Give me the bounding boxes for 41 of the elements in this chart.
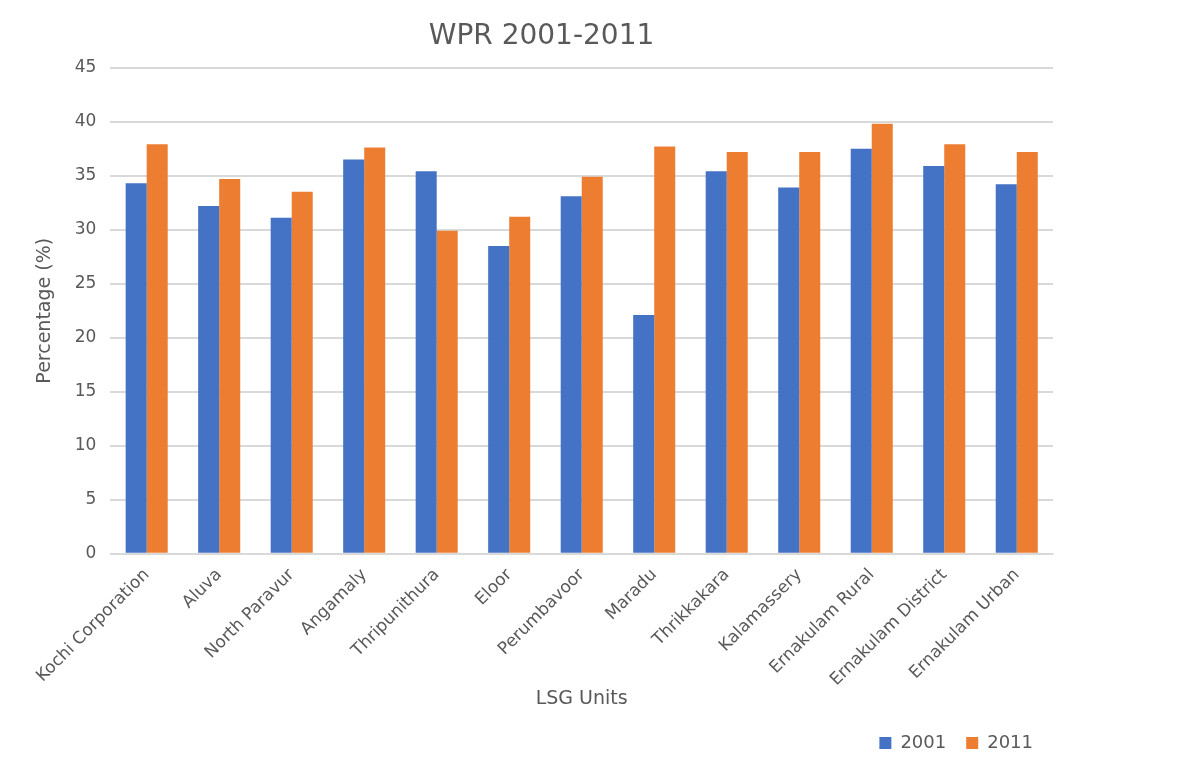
bar <box>871 123 893 553</box>
x-axis-title: LSG Units <box>535 685 628 708</box>
bar <box>995 184 1017 553</box>
bar <box>633 315 655 553</box>
bar <box>125 183 147 553</box>
bar <box>1016 151 1038 553</box>
bar <box>364 147 386 553</box>
bar <box>726 151 748 553</box>
bar <box>944 144 966 553</box>
y-tick-label: 0 <box>85 542 97 563</box>
bar <box>560 196 582 553</box>
bar <box>799 151 821 553</box>
y-tick-label: 20 <box>74 326 97 347</box>
bar <box>415 171 437 553</box>
bar <box>705 171 727 553</box>
bar <box>850 148 872 553</box>
y-tick-label: 40 <box>74 110 97 131</box>
bar <box>436 230 458 553</box>
bar <box>581 176 603 553</box>
bar <box>778 187 800 553</box>
y-tick-label: 25 <box>74 272 97 293</box>
bar <box>198 205 220 553</box>
bar <box>509 216 531 553</box>
legend-label: 2001 <box>900 730 947 752</box>
bar <box>270 217 292 553</box>
bar <box>343 159 365 553</box>
y-tick-label: 15 <box>74 380 97 401</box>
bar <box>146 144 168 553</box>
y-tick-label: 5 <box>85 488 97 509</box>
y-axis-title: Percentage (%) <box>32 237 55 384</box>
legend-label: 2011 <box>987 730 1033 752</box>
bar <box>923 165 945 553</box>
bar <box>654 146 676 553</box>
bar <box>219 178 241 553</box>
bar <box>488 245 510 553</box>
y-tick-label: 10 <box>74 434 97 455</box>
y-tick-label: 30 <box>74 218 97 239</box>
bar <box>291 191 313 553</box>
chart-title: WPR 2001-2011 <box>428 18 655 52</box>
y-tick-label: 45 <box>74 56 97 77</box>
y-tick-label: 35 <box>74 164 97 185</box>
